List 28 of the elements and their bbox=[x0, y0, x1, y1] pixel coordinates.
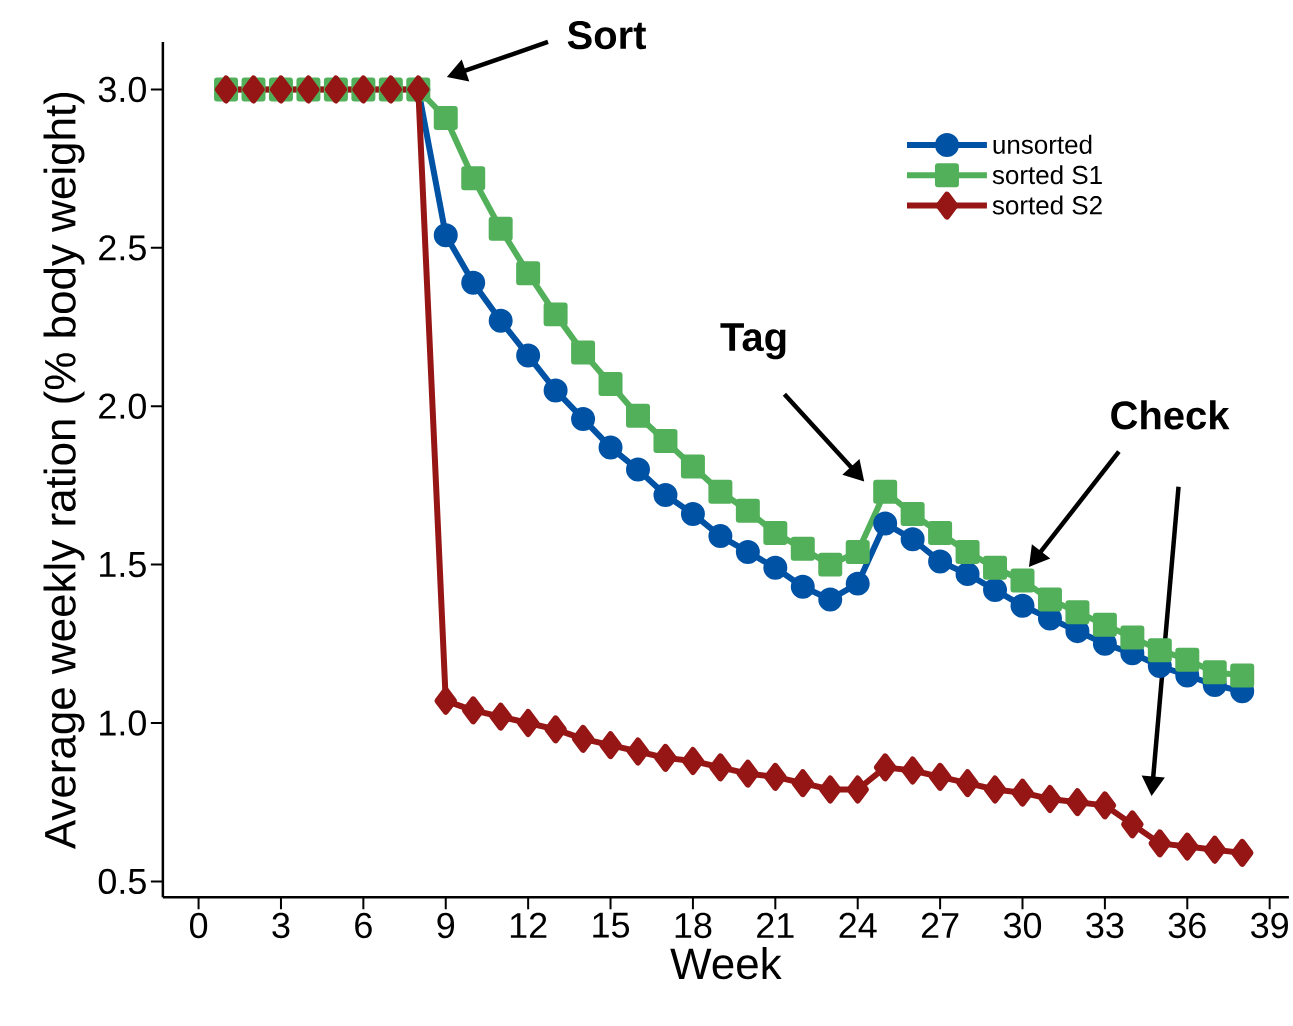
x-tick-label: 9 bbox=[437, 912, 455, 939]
y-tick-label: 1.0 bbox=[100, 710, 146, 736]
legend-label: sorted S1 bbox=[992, 165, 1102, 185]
annotation: Sort bbox=[567, 20, 646, 50]
legend-label: unsorted bbox=[993, 134, 1092, 154]
x-tick-label: 12 bbox=[510, 912, 547, 938]
y-tick-label: 2.0 bbox=[99, 393, 146, 419]
x-tick-label: 0 bbox=[189, 912, 208, 939]
y-tick-label: 0.5 bbox=[98, 868, 146, 895]
x-tick-label: 27 bbox=[921, 912, 959, 938]
x-tick-label: 39 bbox=[1251, 912, 1288, 939]
legend-label: sorted S2 bbox=[992, 195, 1102, 215]
annotation: Tag bbox=[720, 323, 786, 360]
y-axis-title: Average weekly ration (% body weight) bbox=[43, 92, 85, 850]
annotation: Check bbox=[1111, 400, 1230, 430]
x-tick-label: 21 bbox=[757, 912, 794, 938]
x-tick-label: 3 bbox=[272, 912, 290, 939]
x-tick-label: 6 bbox=[355, 912, 372, 939]
x-tick-label: 36 bbox=[1168, 912, 1206, 939]
y-tick-label: 2.5 bbox=[99, 235, 146, 261]
x-tick-label: 33 bbox=[1086, 912, 1124, 939]
y-tick-label: 1.5 bbox=[100, 552, 146, 578]
y-tick-label: 3.0 bbox=[98, 76, 146, 103]
x-axis-title: Week bbox=[670, 947, 782, 980]
x-tick-label: 30 bbox=[1003, 912, 1042, 939]
x-tick-label: 15 bbox=[593, 912, 630, 938]
x-tick-label: 18 bbox=[675, 912, 712, 939]
x-tick-label: 24 bbox=[839, 912, 877, 938]
